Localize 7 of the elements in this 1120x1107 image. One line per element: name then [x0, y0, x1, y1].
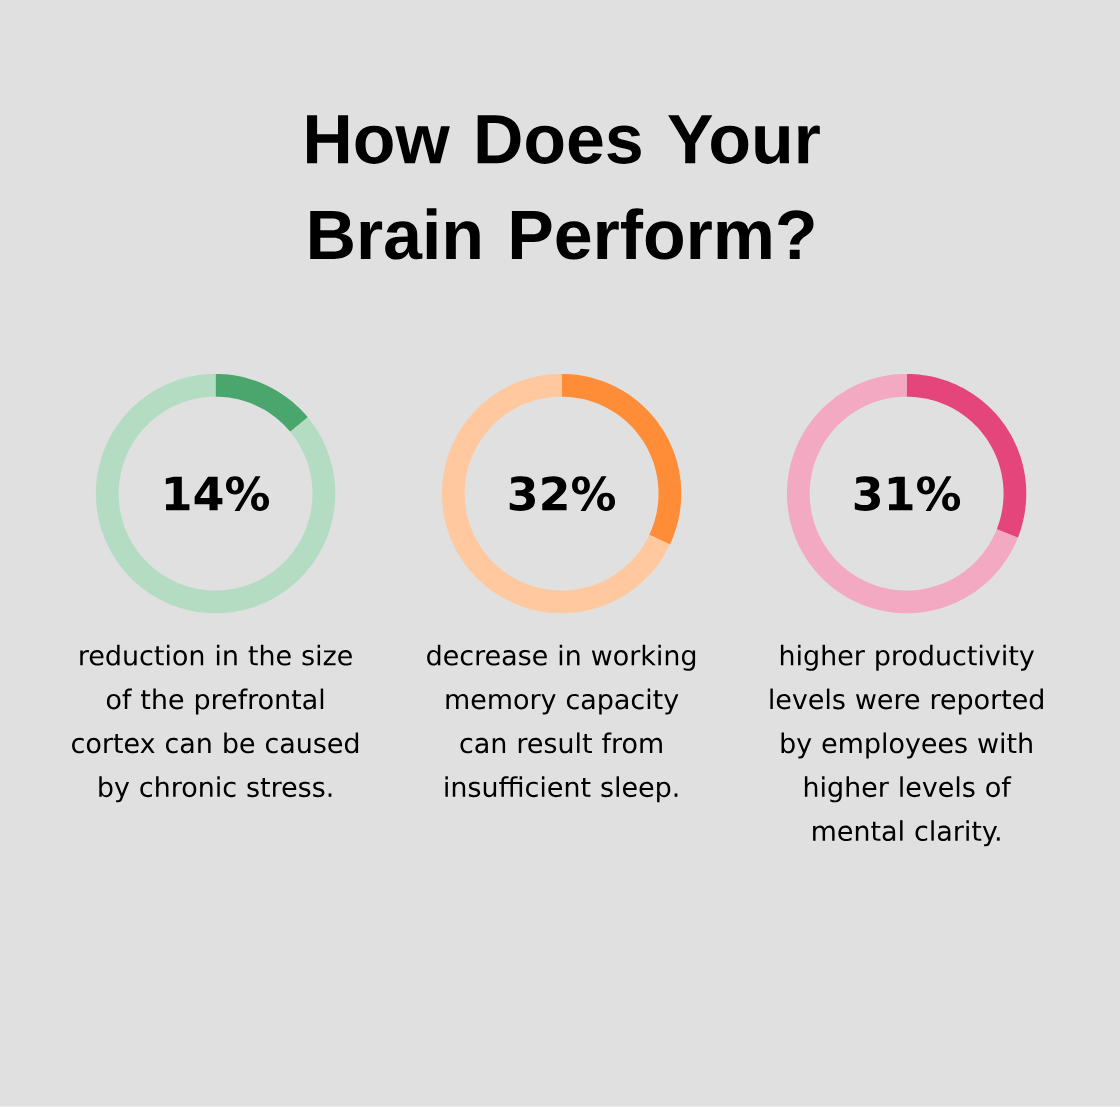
text: 31%: [854, 476, 961, 512]
text: decrease in working memory capacity can result from insufficient sleep.: [427, 644, 696, 803]
text: higher productivity levels were reported by employees with higher levels of mental clarity.: [770, 644, 1043, 847]
chart-title: How Does Your Brain Perform?: [307, 115, 820, 260]
text: 32%: [509, 476, 616, 512]
text: 14%: [165, 476, 270, 512]
text: reduction in the size of the prefrontal cortex can be caused by chronic stress.: [72, 644, 359, 803]
